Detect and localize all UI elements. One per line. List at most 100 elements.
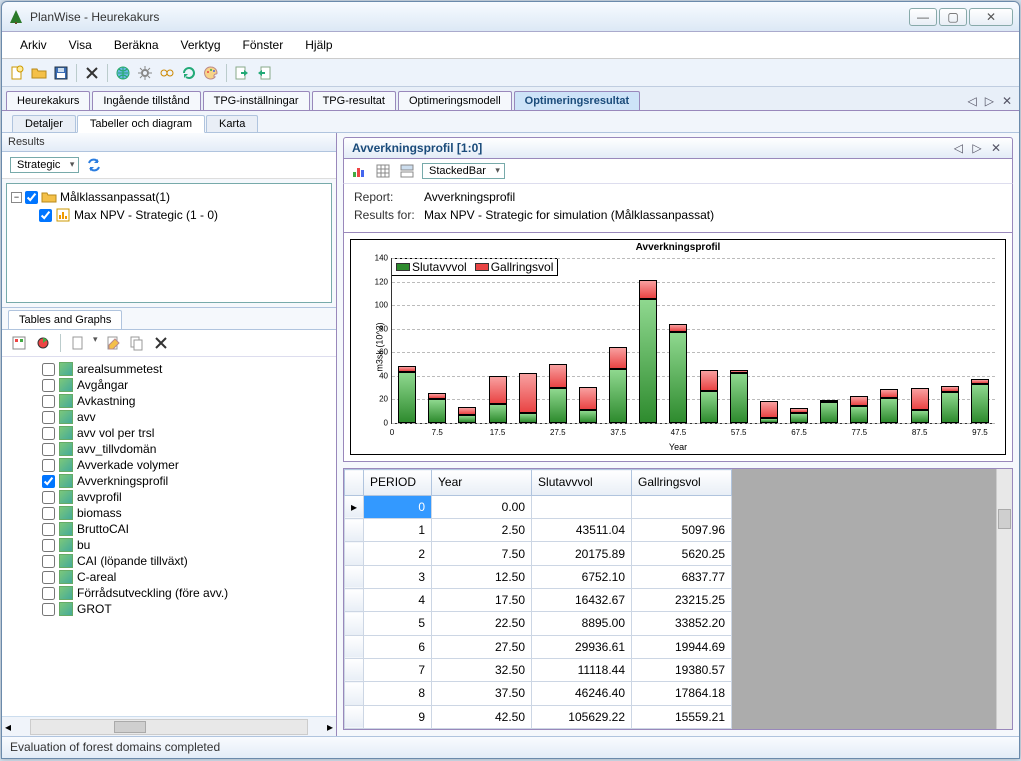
results-tree[interactable]: − Målklassanpassat(1) Max NPV - Strategi… xyxy=(6,183,332,303)
list-checkbox[interactable] xyxy=(42,459,55,472)
link-icon[interactable] xyxy=(158,64,176,82)
import-icon[interactable] xyxy=(233,64,251,82)
list-checkbox[interactable] xyxy=(42,475,55,488)
column-header[interactable]: Year xyxy=(432,470,532,496)
tree-root-checkbox[interactable] xyxy=(25,191,38,204)
list-item[interactable]: BruttoCAI xyxy=(42,521,336,537)
tables-list[interactable]: arealsummetestAvgångarAvkastningavvavv v… xyxy=(2,357,336,716)
list-checkbox[interactable] xyxy=(42,491,55,504)
table-row[interactable]: 837.5046246.4017864.18 xyxy=(345,682,732,705)
list-checkbox[interactable] xyxy=(42,555,55,568)
list-item[interactable]: avvprofil xyxy=(42,489,336,505)
table-row[interactable]: ▸00.00 xyxy=(345,495,732,518)
list-item[interactable]: C-areal xyxy=(42,569,336,585)
list-checkbox[interactable] xyxy=(42,363,55,376)
list-item[interactable]: biomass xyxy=(42,505,336,521)
list-item[interactable]: avv xyxy=(42,409,336,425)
list-item[interactable]: Avverkningsprofil xyxy=(42,473,336,489)
list-checkbox[interactable] xyxy=(42,587,55,600)
tab-prev-icon[interactable]: ◁ xyxy=(964,94,979,108)
chart-view-icon[interactable] xyxy=(350,162,368,180)
doc-tab[interactable]: TPG-resultat xyxy=(312,91,396,110)
table-row[interactable]: 627.5029936.6119944.69 xyxy=(345,635,732,658)
table-row[interactable]: 27.5020175.895620.25 xyxy=(345,542,732,565)
list-checkbox[interactable] xyxy=(42,379,55,392)
chart-prev-icon[interactable]: ◁ xyxy=(951,141,966,155)
doc-tab[interactable]: Ingående tillstånd xyxy=(92,91,200,110)
save-icon[interactable] xyxy=(52,64,70,82)
list-checkbox[interactable] xyxy=(42,507,55,520)
sub-tab[interactable]: Karta xyxy=(206,115,258,132)
globe-icon[interactable] xyxy=(114,64,132,82)
doc-tab[interactable]: Heurekakurs xyxy=(6,91,90,110)
doc-tab[interactable]: Optimeringsmodell xyxy=(398,91,512,110)
list-checkbox[interactable] xyxy=(42,523,55,536)
list-item[interactable]: CAI (löpande tillväxt) xyxy=(42,553,336,569)
table-view-icon[interactable] xyxy=(374,162,392,180)
refresh-icon[interactable] xyxy=(180,64,198,82)
list-checkbox[interactable] xyxy=(42,443,55,456)
maximize-button[interactable]: ▢ xyxy=(939,8,967,26)
minimize-button[interactable]: — xyxy=(909,8,937,26)
table-row[interactable]: 522.508895.0033852.20 xyxy=(345,612,732,635)
table-row[interactable]: 942.50105629.2215559.21 xyxy=(345,705,732,728)
menu-arkiv[interactable]: Arkiv xyxy=(10,35,57,55)
table-row[interactable]: 417.5016432.6723215.25 xyxy=(345,589,732,612)
menu-verktyg[interactable]: Verktyg xyxy=(171,35,231,55)
list-hscroll[interactable]: ◂▸ xyxy=(2,716,336,736)
doc-tab[interactable]: Optimeringsresultat xyxy=(514,91,641,110)
gear-icon[interactable] xyxy=(136,64,154,82)
view1-icon[interactable] xyxy=(10,334,28,352)
chart-type-combo[interactable]: StackedBar xyxy=(422,163,505,179)
list-checkbox[interactable] xyxy=(42,395,55,408)
menu-visa[interactable]: Visa xyxy=(59,35,102,55)
table-row[interactable]: 12.5043511.045097.96 xyxy=(345,519,732,542)
strategy-combo[interactable]: Strategic xyxy=(10,157,79,173)
tab-next-icon[interactable]: ▷ xyxy=(982,94,997,108)
refresh-results-icon[interactable] xyxy=(85,156,103,174)
edit-icon[interactable] xyxy=(104,334,122,352)
delete-list-icon[interactable] xyxy=(152,334,170,352)
menu-fönster[interactable]: Fönster xyxy=(233,35,294,55)
menu-hjälp[interactable]: Hjälp xyxy=(295,35,342,55)
list-item[interactable]: Avverkade volymer xyxy=(42,457,336,473)
list-item[interactable]: avv vol per trsl xyxy=(42,425,336,441)
close-button[interactable]: ✕ xyxy=(969,8,1013,26)
list-checkbox[interactable] xyxy=(42,571,55,584)
sub-tab[interactable]: Tabeller och diagram xyxy=(77,115,205,133)
data-table[interactable]: PERIODYearSlutavvvolGallringsvol▸00.0012… xyxy=(344,469,732,729)
list-item[interactable]: arealsummetest xyxy=(42,361,336,377)
list-item[interactable]: Avkastning xyxy=(42,393,336,409)
column-header[interactable]: PERIOD xyxy=(364,470,432,496)
export-icon[interactable] xyxy=(255,64,273,82)
doc-icon[interactable] xyxy=(69,334,87,352)
list-item[interactable]: avv_tillvdomän xyxy=(42,441,336,457)
doc-tab[interactable]: TPG-inställningar xyxy=(203,91,310,110)
chart-next-icon[interactable]: ▷ xyxy=(969,141,984,155)
table-vscroll[interactable] xyxy=(996,469,1012,729)
copy-icon[interactable] xyxy=(128,334,146,352)
tab-close-icon[interactable]: ✕ xyxy=(999,94,1015,108)
list-item[interactable]: Avgångar xyxy=(42,377,336,393)
open-icon[interactable] xyxy=(30,64,48,82)
split-view-icon[interactable] xyxy=(398,162,416,180)
list-checkbox[interactable] xyxy=(42,411,55,424)
column-header[interactable]: Slutavvvol xyxy=(532,470,632,496)
tree-toggle-icon[interactable]: − xyxy=(11,192,22,203)
tree-child-checkbox[interactable] xyxy=(39,209,52,222)
list-checkbox[interactable] xyxy=(42,539,55,552)
list-checkbox[interactable] xyxy=(42,427,55,440)
column-header[interactable]: Gallringsvol xyxy=(632,470,732,496)
dropdown-icon[interactable]: ▾ xyxy=(93,334,98,352)
list-item[interactable]: Förrådsutveckling (före avv.) xyxy=(42,585,336,601)
new-icon[interactable] xyxy=(8,64,26,82)
menu-beräkna[interactable]: Beräkna xyxy=(104,35,169,55)
table-row[interactable]: 312.506752.106837.77 xyxy=(345,565,732,588)
list-item[interactable]: GROT xyxy=(42,601,336,617)
view2-icon[interactable] xyxy=(34,334,52,352)
list-item[interactable]: bu xyxy=(42,537,336,553)
palette-icon[interactable] xyxy=(202,64,220,82)
delete-icon[interactable] xyxy=(83,64,101,82)
list-checkbox[interactable] xyxy=(42,603,55,616)
table-row[interactable]: 732.5011118.4419380.57 xyxy=(345,658,732,681)
